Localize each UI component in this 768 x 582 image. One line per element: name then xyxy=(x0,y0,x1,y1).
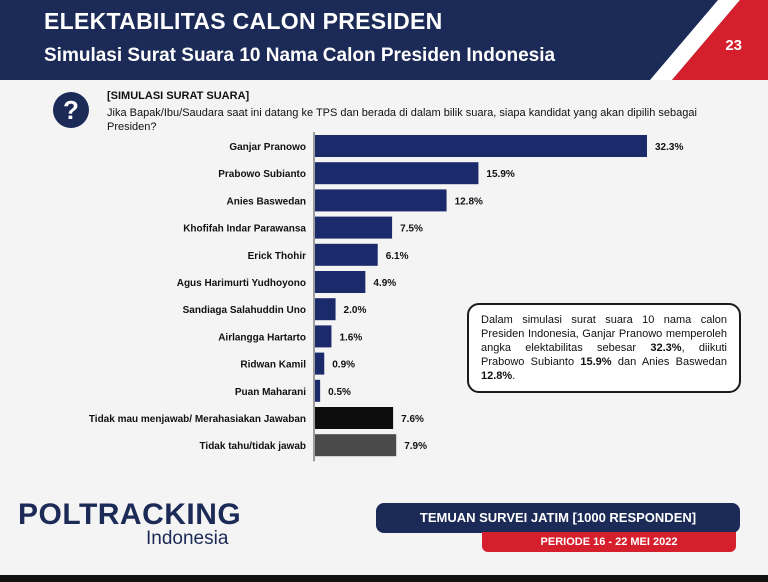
callout-text-1: Dalam simulasi surat suara 10 nama calon… xyxy=(481,314,727,354)
value-label: 1.6% xyxy=(339,332,362,343)
bar xyxy=(315,189,447,212)
page-title: ELEKTABILITAS CALON PRESIDEN xyxy=(44,8,443,34)
logo-main-text: POLTRACKING xyxy=(18,498,242,531)
category-label: Tidak mau menjawab/ Merahasiakan Jawaban xyxy=(89,414,306,425)
value-label: 32.3% xyxy=(655,142,683,153)
category-label: Erick Thohir xyxy=(248,251,306,262)
bar xyxy=(315,298,336,321)
callout-text-3: dan Anies Baswedan xyxy=(611,356,727,368)
category-label: Khofifah Indar Parawansa xyxy=(183,224,306,235)
callout-value-2: 15.9% xyxy=(580,356,612,368)
category-label: Ridwan Kamil xyxy=(240,360,306,371)
value-label: 12.8% xyxy=(455,196,483,207)
header-decoration xyxy=(650,0,768,80)
bar xyxy=(315,434,397,457)
callout-text-2: , diikuti Prabowo Subianto xyxy=(481,342,727,368)
value-label: 2.0% xyxy=(344,305,367,316)
bar-chart: Ganjar Pranowo 32.3% Prabowo Subianto 15.9%… xyxy=(89,132,683,462)
bar xyxy=(315,271,366,293)
bar xyxy=(315,135,647,157)
value-label: 4.9% xyxy=(373,278,396,289)
header-bar: ELEKTABILITAS CALON PRESIDEN Simulasi Su… xyxy=(0,0,768,80)
callout-text-4: . xyxy=(512,370,516,382)
category-label: Puan Maharani xyxy=(235,387,306,398)
summary-callout: Dalam simulasi surat suara 10 nama calon… xyxy=(467,303,741,393)
question-heading: [SIMULASI SURAT SUARA] xyxy=(107,90,250,102)
survey-label: TEMUAN SURVEI JATIM [1000 RESPONDEN] xyxy=(376,503,740,533)
value-label: 7.5% xyxy=(400,224,423,235)
bar xyxy=(315,216,393,239)
period-label: PERIODE 16 - 22 MEI 2022 xyxy=(482,532,736,552)
value-label: 7.6% xyxy=(401,414,424,425)
logo-sub-text: Indonesia xyxy=(146,528,229,549)
value-label: 0.9% xyxy=(332,360,355,371)
bottom-bar xyxy=(0,575,768,582)
bar xyxy=(315,325,332,348)
category-label: Airlangga Hartarto xyxy=(218,332,306,343)
poltracking-logo: POLTRACKING Indonesia xyxy=(18,498,242,549)
category-label: Sandiaga Salahuddin Uno xyxy=(183,305,306,316)
bar xyxy=(315,379,321,402)
question-text: Jika Bapak/Ibu/Saudara saat ini datang k… xyxy=(107,107,697,133)
value-label: 0.5% xyxy=(328,387,351,398)
bar xyxy=(315,243,378,266)
value-label: 15.9% xyxy=(486,169,514,180)
category-label: Prabowo Subianto xyxy=(218,169,306,180)
page-subtitle: Simulasi Surat Suara 10 Nama Calon Presi… xyxy=(44,45,556,66)
question-mark-icon: ? xyxy=(53,92,89,128)
callout-value-1: 32.3% xyxy=(650,342,682,354)
category-label: Tidak tahu/tidak jawab xyxy=(199,441,306,452)
bar xyxy=(315,407,394,429)
category-label: Agus Harimurti Yudhoyono xyxy=(177,278,306,289)
category-label: Ganjar Pranowo xyxy=(229,142,306,153)
bar xyxy=(315,352,325,375)
callout-value-3: 12.8% xyxy=(481,370,513,382)
category-label: Anies Baswedan xyxy=(227,196,306,207)
value-label: 7.9% xyxy=(404,441,427,452)
page-number: 23 xyxy=(725,37,742,54)
bar xyxy=(315,162,479,185)
value-label: 6.1% xyxy=(386,251,409,262)
